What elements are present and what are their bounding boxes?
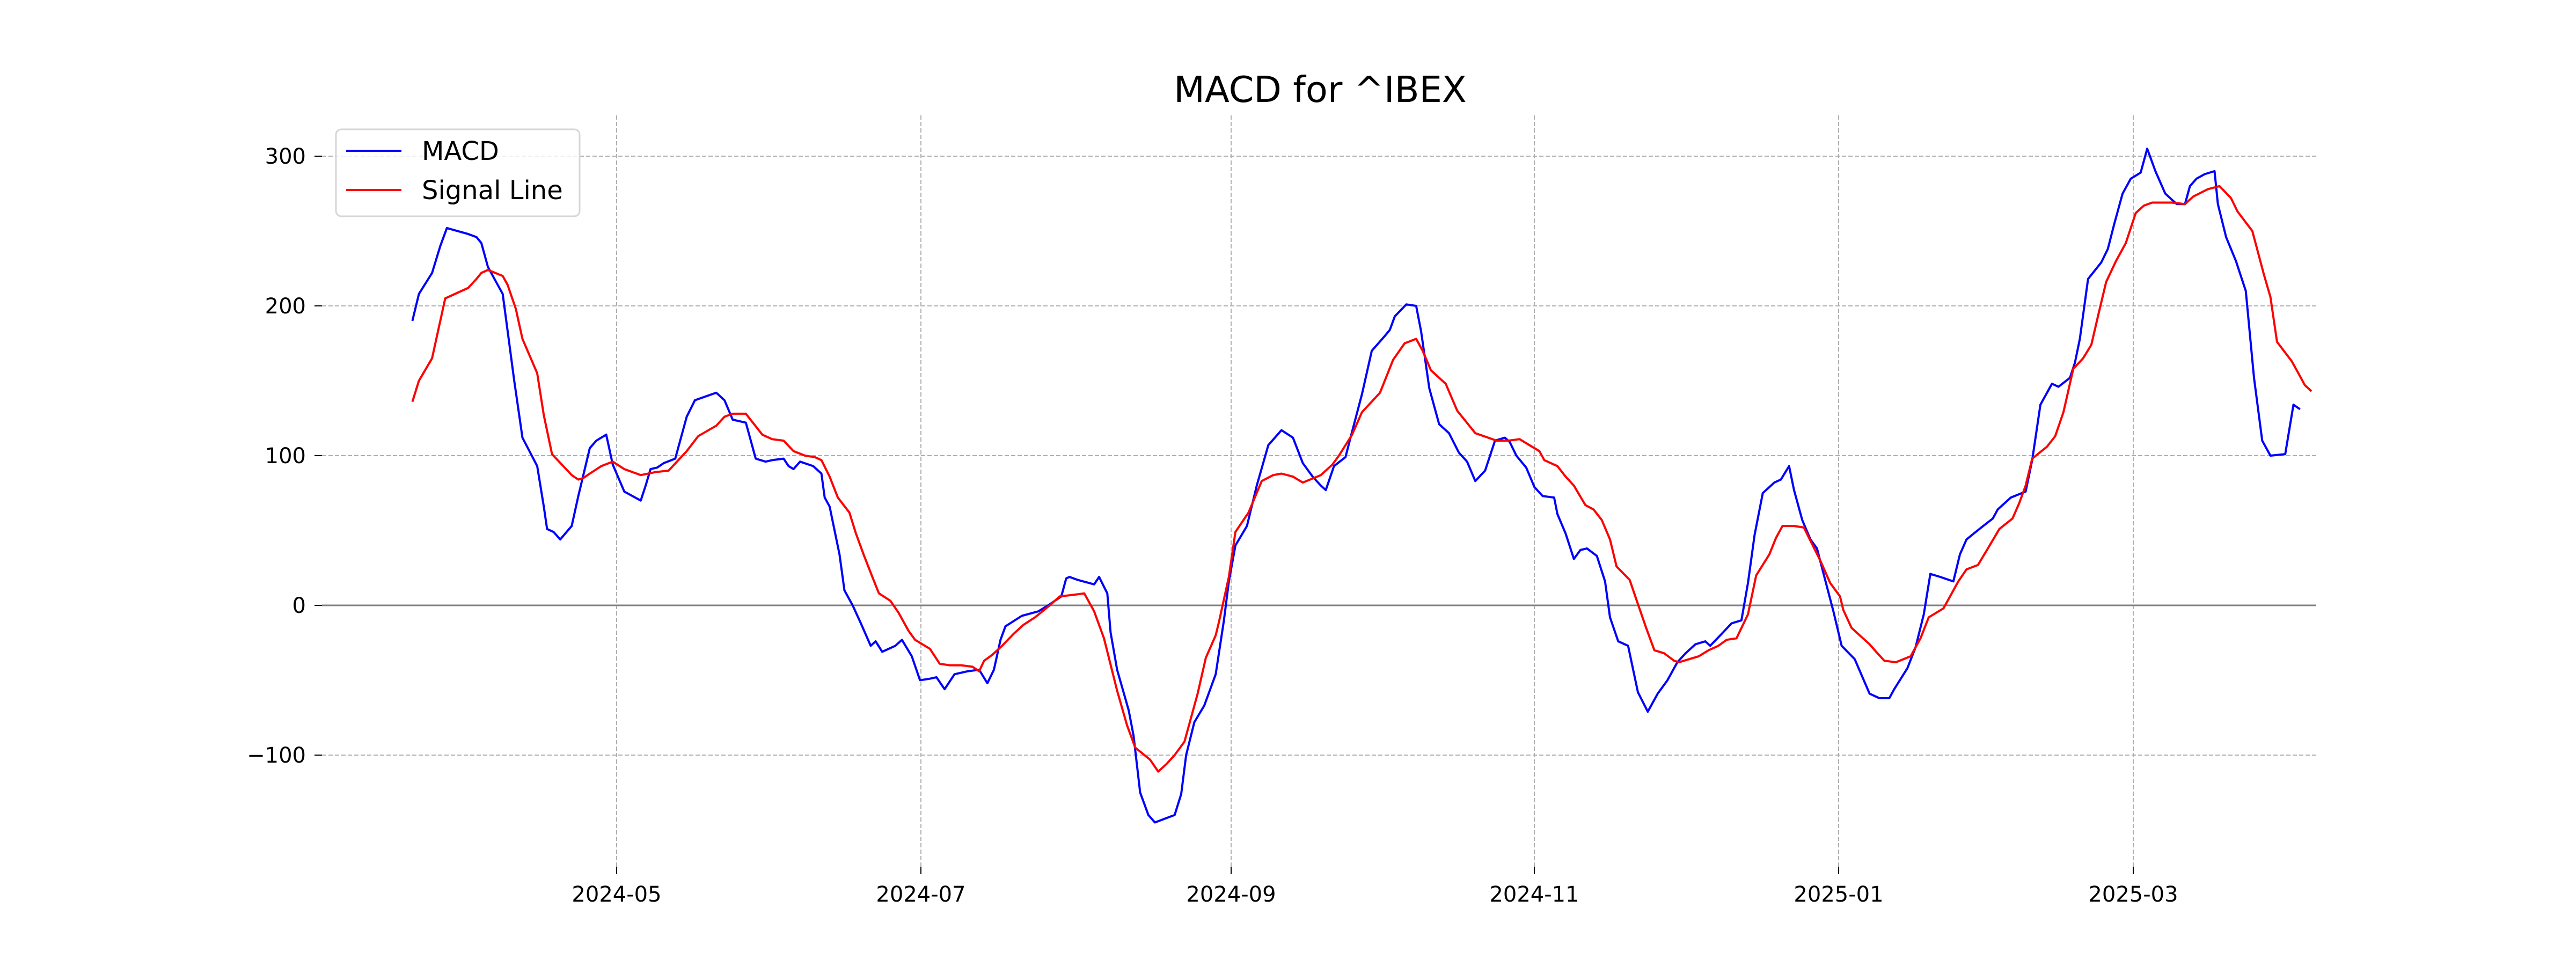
x-tick-label: 2024-09 — [1186, 882, 1276, 907]
grid — [322, 115, 2316, 867]
macd-series-line — [411, 148, 2301, 824]
y-axis: −100 0 100 200 300 — [247, 144, 322, 768]
y-tick-label: 200 — [265, 294, 306, 319]
y-tick-label: −100 — [247, 743, 306, 768]
x-tick-label: 2024-11 — [1489, 882, 1579, 907]
x-tick-label: 2025-01 — [1794, 882, 1883, 907]
chart-title: MACD for ^IBEX — [1174, 69, 1467, 111]
y-tick-label: 0 — [292, 594, 306, 618]
legend-label-signal: Signal Line — [422, 175, 563, 206]
y-tick-label: 300 — [265, 144, 306, 169]
y-tick-label: 100 — [265, 444, 306, 469]
x-axis: 2024-05 2024-07 2024-09 2024-11 2025-01 2025-… — [572, 867, 2178, 907]
legend: MACD Signal Line — [335, 128, 581, 217]
signal-series-line — [411, 185, 2312, 773]
x-tick-label: 2024-05 — [572, 882, 661, 907]
legend-label-macd: MACD — [422, 136, 499, 166]
x-tick-label: 2024-07 — [876, 882, 965, 907]
x-tick-label: 2025-03 — [2088, 882, 2178, 907]
